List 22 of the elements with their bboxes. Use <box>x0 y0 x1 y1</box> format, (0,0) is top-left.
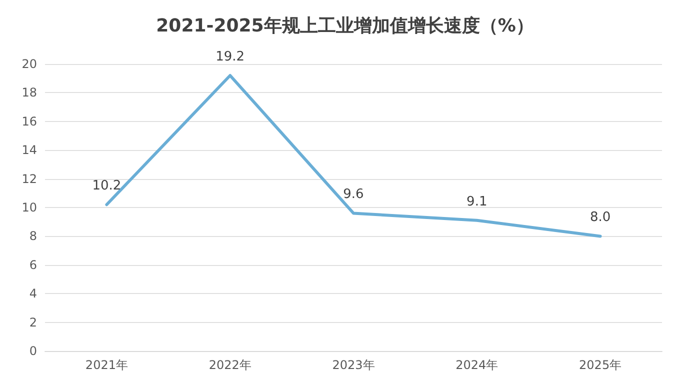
y-tick-label: 6 <box>29 258 37 272</box>
y-tick-label: 2 <box>29 315 37 330</box>
y-tick-label: 16 <box>22 114 37 128</box>
data-label: 10.2 <box>92 178 122 194</box>
y-tick-label: 4 <box>29 286 37 301</box>
y-tick-label: 12 <box>22 172 37 186</box>
y-tick-label: 20 <box>22 57 37 71</box>
y-tick-label: 0 <box>29 344 37 358</box>
y-tick-label: 18 <box>22 86 37 100</box>
data-label: 9.1 <box>466 194 488 210</box>
y-tick-label: 14 <box>22 143 37 158</box>
chart-title: 2021-2025年规上工业增加值增长速度（%） <box>156 16 534 36</box>
x-tick-label: 2024年 <box>456 358 498 372</box>
y-tick-label: 8 <box>29 229 37 244</box>
x-tick-label: 2025年 <box>579 358 622 372</box>
data-label: 19.2 <box>216 49 245 64</box>
x-tick-label: 2023年 <box>332 358 375 372</box>
data-label: 8.0 <box>590 210 611 226</box>
x-tick-label: 2022年 <box>208 358 252 372</box>
data-label: 9.6 <box>343 187 364 202</box>
y-tick-label: 10 <box>22 200 37 214</box>
x-tick-label: 2021年 <box>85 358 128 372</box>
